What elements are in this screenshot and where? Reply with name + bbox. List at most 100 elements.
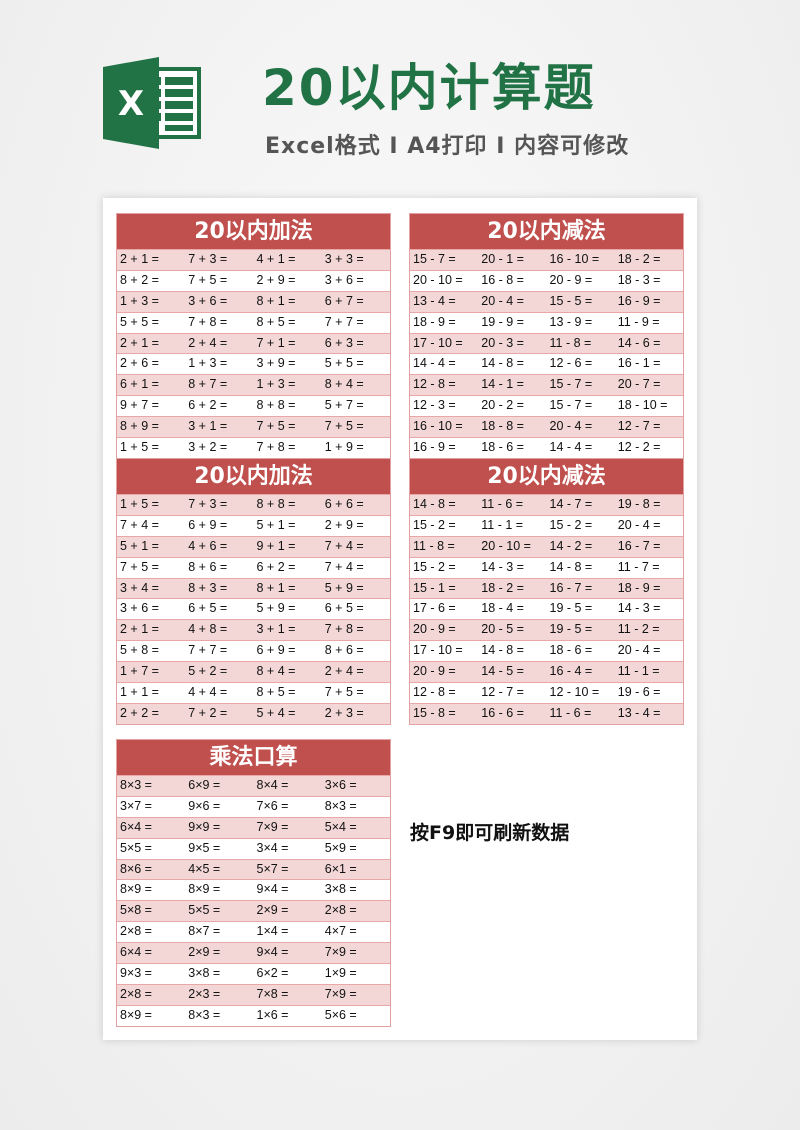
problem-cell[interactable]: 19 - 8 = (617, 497, 661, 511)
problem-cell[interactable]: 5×5 = (120, 840, 152, 855)
problem-cell[interactable]: 8×3 = (120, 778, 152, 792)
problem-cell[interactable]: 1 + 5 = (120, 440, 159, 455)
problem-cell[interactable]: 2 + 1 = (120, 622, 159, 637)
problem-cell[interactable]: 6 + 1 = (120, 377, 159, 392)
problem-cell[interactable]: 5 + 7 = (324, 398, 364, 413)
problem-cell[interactable]: 13 - 4 = (617, 705, 661, 720)
problem-cell[interactable]: 8 + 6 = (188, 559, 228, 574)
problem-cell[interactable]: 2 + 4 = (324, 664, 364, 679)
problem-cell[interactable]: 8 + 5 = (256, 685, 296, 700)
problem-cell[interactable]: 2×9 = (188, 945, 221, 960)
problem-cell[interactable]: 6×1 = (324, 861, 357, 876)
problem-cell[interactable]: 20 - 2 = (481, 398, 524, 413)
problem-cell[interactable]: 18 - 9 = (413, 314, 456, 329)
problem-cell[interactable]: 6×4 = (120, 945, 152, 960)
problem-cell[interactable]: 7 + 1 = (256, 335, 296, 350)
problem-cell[interactable]: 5×8 = (120, 903, 152, 918)
problem-cell[interactable]: 2 + 1 = (120, 335, 159, 350)
problem-cell[interactable]: 7 + 4 = (324, 538, 364, 553)
problem-cell[interactable]: 5×7 = (256, 861, 289, 876)
problem-cell[interactable]: 20 - 9 = (413, 664, 456, 679)
problem-cell[interactable]: 14 - 8 = (481, 356, 524, 371)
problem-cell[interactable]: 4×7 = (324, 924, 357, 939)
problem-cell[interactable]: 19 - 5 = (549, 601, 593, 616)
problem-cell[interactable]: 20 - 1 = (481, 252, 524, 266)
problem-cell[interactable]: 11 - 9 = (617, 314, 660, 329)
problem-cell[interactable]: 18 - 2 = (481, 580, 524, 595)
problem-cell[interactable]: 6 + 2 = (188, 398, 228, 413)
problem-cell[interactable]: 7 + 8 = (188, 314, 228, 329)
problem-cell[interactable]: 7 + 8 = (324, 622, 364, 637)
problem-cell[interactable]: 1 + 1 = (120, 685, 159, 700)
problem-cell[interactable]: 6 + 6 = (324, 497, 364, 511)
problem-cell[interactable]: 7 + 2 = (188, 705, 228, 720)
problem-cell[interactable]: 7×6 = (256, 798, 289, 813)
problem-cell[interactable]: 6 + 9 = (188, 517, 228, 532)
problem-cell[interactable]: 8×9 = (120, 1007, 152, 1022)
problem-cell[interactable]: 15 - 7 = (549, 398, 593, 413)
problem-cell[interactable]: 5×5 = (188, 903, 221, 918)
problem-cell[interactable]: 6 + 5 = (188, 601, 228, 616)
problem-cell[interactable]: 19 - 5 = (549, 622, 593, 637)
problem-cell[interactable]: 8 + 7 = (188, 377, 228, 392)
problem-cell[interactable]: 5 + 5 = (324, 356, 364, 371)
problem-cell[interactable]: 7 + 7 = (188, 643, 228, 658)
problem-cell[interactable]: 14 - 5 = (481, 664, 524, 679)
problem-cell[interactable]: 16 - 9 = (617, 293, 661, 308)
problem-cell[interactable]: 7 + 3 = (188, 252, 228, 266)
problem-cell[interactable]: 14 - 8 = (481, 643, 524, 658)
problem-cell[interactable]: 12 - 7 = (481, 685, 524, 700)
problem-cell[interactable]: 8 + 9 = (120, 419, 159, 434)
problem-cell[interactable]: 6 + 5 = (324, 601, 364, 616)
problem-cell[interactable]: 15 - 8 = (413, 705, 456, 720)
problem-cell[interactable]: 15 - 2 = (549, 517, 593, 532)
problem-cell[interactable]: 8×3 = (324, 798, 357, 813)
problem-cell[interactable]: 4 + 8 = (188, 622, 228, 637)
problem-cell[interactable]: 8 + 8 = (256, 497, 296, 511)
problem-cell[interactable]: 5 + 9 = (324, 580, 364, 595)
problem-cell[interactable]: 6×9 = (188, 778, 221, 792)
problem-cell[interactable]: 3 + 9 = (256, 356, 296, 371)
problem-cell[interactable]: 5×9 = (324, 840, 357, 855)
problem-cell[interactable]: 12 - 7 = (617, 419, 661, 434)
problem-cell[interactable]: 8×7 = (188, 924, 221, 939)
problem-cell[interactable]: 16 - 4 = (549, 664, 593, 679)
problem-cell[interactable]: 2×8 = (120, 986, 152, 1001)
problem-cell[interactable]: 7×9 = (256, 819, 289, 834)
problem-cell[interactable]: 20 - 7 = (617, 377, 661, 392)
problem-cell[interactable]: 9 + 7 = (120, 398, 159, 413)
problem-cell[interactable]: 14 - 2 = (549, 538, 593, 553)
problem-cell[interactable]: 20 - 10 = (413, 272, 463, 287)
problem-cell[interactable]: 8 + 1 = (256, 580, 296, 595)
problem-cell[interactable]: 6 + 2 = (256, 559, 296, 574)
problem-cell[interactable]: 3 + 6 = (188, 293, 228, 308)
problem-cell[interactable]: 11 - 8 = (413, 538, 455, 553)
problem-cell[interactable]: 16 - 10 = (549, 252, 600, 266)
problem-cell[interactable]: 8×9 = (120, 882, 152, 897)
problem-cell[interactable]: 16 - 7 = (617, 538, 661, 553)
problem-cell[interactable]: 15 - 2 = (413, 559, 456, 574)
problem-cell[interactable]: 3 + 2 = (188, 440, 228, 455)
problem-cell[interactable]: 6×4 = (120, 819, 152, 834)
problem-cell[interactable]: 6 + 3 = (324, 335, 364, 350)
problem-cell[interactable]: 19 - 9 = (481, 314, 524, 329)
problem-cell[interactable]: 2×8 = (324, 903, 357, 918)
problem-cell[interactable]: 7×9 = (324, 986, 357, 1001)
problem-cell[interactable]: 18 - 6 = (481, 440, 524, 455)
problem-cell[interactable]: 5 + 8 = (120, 643, 159, 658)
problem-cell[interactable]: 8×3 = (188, 1007, 221, 1022)
problem-cell[interactable]: 2×9 = (256, 903, 289, 918)
problem-cell[interactable]: 7 + 3 = (188, 497, 228, 511)
problem-cell[interactable]: 19 - 6 = (617, 685, 661, 700)
problem-cell[interactable]: 3 + 3 = (324, 252, 364, 266)
problem-cell[interactable]: 8 + 3 = (188, 580, 228, 595)
problem-cell[interactable]: 5 + 4 = (256, 705, 296, 720)
problem-cell[interactable]: 8 + 1 = (256, 293, 296, 308)
problem-cell[interactable]: 1×9 = (324, 966, 357, 981)
problem-cell[interactable]: 8 + 6 = (324, 643, 364, 658)
problem-cell[interactable]: 9×3 = (120, 966, 152, 981)
problem-cell[interactable]: 12 - 2 = (617, 440, 661, 455)
problem-cell[interactable]: 2 + 2 = (120, 705, 159, 720)
problem-cell[interactable]: 20 - 4 = (617, 643, 661, 658)
problem-cell[interactable]: 4×5 = (188, 861, 221, 876)
